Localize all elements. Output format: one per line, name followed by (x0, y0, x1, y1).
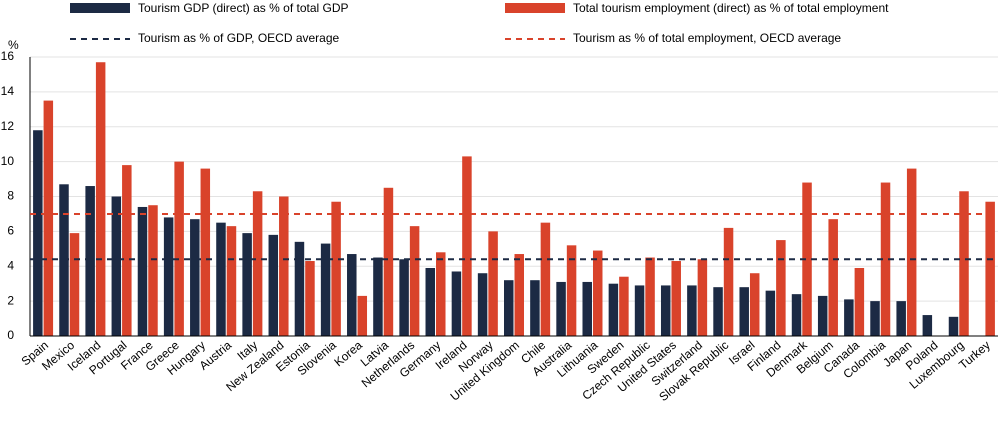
bar (791, 294, 802, 336)
bar (95, 62, 106, 336)
bar (671, 261, 681, 336)
legend-label: Total tourism employment (direct) as % o… (573, 1, 889, 15)
bar (294, 241, 305, 336)
bar (776, 240, 786, 336)
bar (451, 271, 462, 336)
bar (190, 219, 200, 336)
bar (252, 191, 263, 336)
bar (530, 280, 540, 336)
bar (697, 259, 708, 336)
bar (854, 267, 865, 336)
bar (985, 201, 995, 336)
legend-label: Tourism as % of GDP, OECD average (138, 31, 340, 45)
bar (137, 206, 148, 336)
bar (111, 196, 122, 336)
bar (425, 267, 436, 336)
bar (582, 281, 592, 336)
bar (174, 161, 184, 336)
bar (200, 168, 211, 336)
bar (844, 299, 854, 336)
bar (409, 226, 420, 336)
bar (802, 182, 812, 336)
bar (436, 252, 446, 336)
bar (383, 187, 394, 336)
bar (948, 316, 959, 336)
y-tick-label: 4 (7, 258, 14, 272)
bar (870, 301, 880, 336)
legend-swatch (70, 3, 130, 13)
bar (592, 250, 603, 336)
bar (619, 276, 629, 336)
bar (687, 285, 697, 336)
bar (347, 254, 357, 336)
bar (749, 273, 760, 336)
bar (477, 273, 488, 336)
bar (540, 222, 551, 336)
y-tick-label: 6 (7, 224, 14, 238)
bar (880, 182, 891, 336)
bar (765, 290, 776, 336)
bar (723, 227, 734, 336)
bar (645, 257, 655, 336)
y-tick-label: 10 (1, 154, 15, 168)
bar (959, 191, 969, 336)
bar (817, 295, 828, 336)
bar (268, 234, 279, 336)
legend-label: Tourism as % of total employment, OECD a… (573, 31, 841, 45)
y-tick-label: 8 (7, 189, 14, 203)
y-tick-label: 2 (7, 293, 14, 307)
bar (514, 254, 524, 336)
bar (33, 130, 43, 336)
bar (713, 287, 723, 336)
bar (163, 217, 174, 336)
y-tick-label: 16 (1, 49, 15, 63)
bar (373, 257, 383, 336)
bar (566, 245, 577, 336)
bar (556, 281, 566, 336)
bar (608, 283, 619, 336)
bar (660, 285, 671, 336)
y-tick-label: 0 (7, 328, 14, 342)
bar (331, 201, 341, 336)
y-unit: % (8, 38, 19, 52)
bar (488, 231, 498, 336)
x-tick-label: Korea (331, 338, 365, 370)
bar (828, 219, 838, 336)
y-tick-label: 14 (1, 84, 15, 98)
bar (305, 261, 315, 336)
bar (279, 196, 289, 336)
bar (242, 233, 252, 336)
bar (148, 205, 158, 336)
bar (462, 156, 472, 336)
legend-label: Tourism GDP (direct) as % of total GDP (138, 1, 349, 15)
legend-swatch (505, 3, 565, 13)
bar (69, 233, 80, 336)
bar (634, 285, 645, 336)
bar (122, 165, 132, 336)
bar (896, 301, 906, 336)
bar (906, 168, 917, 336)
bar (216, 222, 226, 336)
y-tick-label: 12 (1, 119, 15, 133)
bar (226, 226, 237, 336)
bar (85, 186, 95, 336)
bar (357, 295, 368, 336)
bar (320, 243, 331, 336)
bar (922, 315, 933, 336)
bar (399, 259, 409, 336)
bar (43, 100, 54, 336)
bar (739, 287, 749, 336)
bar (504, 280, 514, 336)
